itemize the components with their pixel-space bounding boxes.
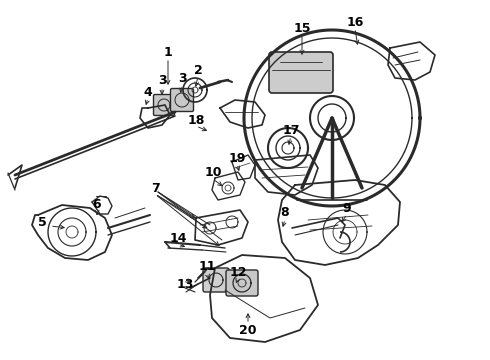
Text: 10: 10 bbox=[204, 166, 222, 180]
Text: 9: 9 bbox=[343, 202, 351, 215]
Text: 7: 7 bbox=[150, 181, 159, 194]
Text: 3: 3 bbox=[158, 73, 166, 86]
Text: 12: 12 bbox=[229, 266, 247, 279]
Text: 11: 11 bbox=[198, 261, 216, 274]
Text: 17: 17 bbox=[282, 123, 300, 136]
Text: 3: 3 bbox=[178, 72, 186, 85]
Text: 18: 18 bbox=[187, 113, 205, 126]
Text: 2: 2 bbox=[194, 63, 202, 77]
FancyBboxPatch shape bbox=[203, 268, 229, 292]
Text: 16: 16 bbox=[346, 15, 364, 28]
Text: 8: 8 bbox=[281, 207, 289, 220]
FancyBboxPatch shape bbox=[226, 270, 258, 296]
FancyBboxPatch shape bbox=[171, 89, 194, 112]
Text: 15: 15 bbox=[293, 22, 311, 35]
Text: 19: 19 bbox=[228, 152, 245, 165]
Text: 13: 13 bbox=[176, 279, 194, 292]
Text: 20: 20 bbox=[239, 324, 257, 337]
FancyBboxPatch shape bbox=[153, 94, 174, 116]
FancyBboxPatch shape bbox=[269, 52, 333, 93]
Text: 5: 5 bbox=[38, 216, 47, 229]
Text: 6: 6 bbox=[93, 198, 101, 211]
Text: 14: 14 bbox=[169, 231, 187, 244]
Text: 4: 4 bbox=[144, 85, 152, 99]
Text: 1: 1 bbox=[164, 45, 172, 58]
